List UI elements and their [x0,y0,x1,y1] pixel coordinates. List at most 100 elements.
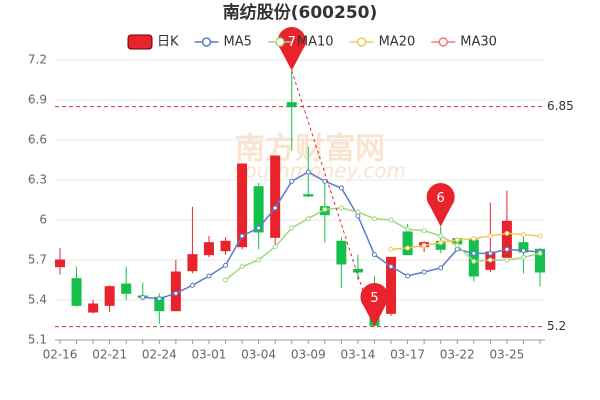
candle-body [237,163,248,248]
candle-body [501,220,512,258]
candle-body [121,283,132,294]
ma-point [487,250,493,256]
ma-point [239,264,245,270]
y-tick-label: 5.1 [28,333,47,347]
ma-point [256,257,262,263]
x-tick-label: 03-01 [192,348,227,362]
candle-body [187,254,198,272]
ma-point [388,264,394,270]
legend-icon [356,37,367,47]
candle-body [104,286,115,306]
ma-point [520,232,526,238]
candle-body [402,231,413,256]
y-tick-label: 5.4 [28,293,47,307]
chart-title: 南纺股份(600250) [223,2,378,23]
y-tick-label: 6 [39,213,47,227]
ma-point [289,178,295,184]
candle-body [220,240,231,252]
pin-label: 6 [437,191,445,206]
legend-icon [275,37,285,47]
ma-point [206,273,212,279]
legend-label: MA30 [460,35,497,50]
x-tick-label: 03-14 [340,348,375,362]
ma-point [223,262,229,268]
ma-point [338,205,344,211]
legend-label: MA10 [297,35,334,50]
candle-body [203,242,214,256]
watermark: 南方财富网 [235,132,385,167]
ma-point [223,277,229,283]
ma-line [225,207,541,281]
ma-point [504,246,510,252]
ma-point [421,269,427,275]
ma-point [438,233,444,239]
ma-point [520,248,526,254]
ma-point [438,265,444,271]
ma-point [471,258,477,264]
ma-point [272,244,278,250]
legend-label: 日K [157,35,179,50]
pin [360,283,389,327]
x-tick-label: 03-25 [489,348,524,362]
ma-point [537,250,543,256]
legend-label: MA20 [379,35,416,50]
ma-point [322,178,328,184]
ma-point [405,226,411,232]
ma-point [537,233,543,239]
x-tick-label: 03-09 [291,348,326,362]
ma-point [405,245,411,251]
ma-point [156,296,162,302]
ma-point [239,233,245,239]
ma-point [256,225,262,231]
x-tick-label: 03-04 [241,348,276,362]
candle-body [88,303,99,313]
ma-point [438,240,444,246]
ma-point [371,252,377,258]
ma-point [421,228,427,234]
ma-point [520,254,526,260]
candle-body [535,248,545,273]
ma-point [471,250,477,256]
ma-point [471,236,477,242]
ma-point [454,237,460,243]
ma-point [388,217,394,223]
ma-point [388,246,394,252]
legend-label: MA5 [224,35,252,50]
pin-label: 5 [370,291,378,306]
ma-point [189,282,195,288]
y-tick-label: 6.9 [28,93,47,107]
pin [426,183,455,227]
candle-body [352,268,363,273]
ma-point [305,216,311,222]
legend-icon [201,37,212,47]
x-tick-label: 02-24 [142,348,177,362]
ma-point [355,209,361,215]
reference-label: 5.2 [547,319,566,333]
candle-body [286,102,297,108]
y-tick-label: 5.7 [28,253,47,267]
candle-body [336,240,347,265]
x-tick-label: 03-17 [390,348,425,362]
x-tick-label: 02-21 [92,348,127,362]
candle-body [270,155,281,238]
candle-body [71,278,82,306]
trend-line [291,70,375,327]
ma-point [454,246,460,252]
x-tick-label: 02-16 [43,348,78,362]
ma-point [405,273,411,279]
ma-point [454,242,460,248]
ma-point [504,230,510,236]
candle-body [253,186,264,233]
ma-point [421,242,427,248]
x-tick-label: 03-22 [440,348,475,362]
ma-point [272,205,278,211]
candle-body [303,194,314,197]
y-tick-label: 6.6 [28,133,47,147]
ma-point [173,290,179,296]
ma-point [140,294,146,300]
y-tick-label: 6.3 [28,173,47,187]
ma-point [504,257,510,263]
ma-line [390,232,541,251]
ma-point [355,213,361,219]
